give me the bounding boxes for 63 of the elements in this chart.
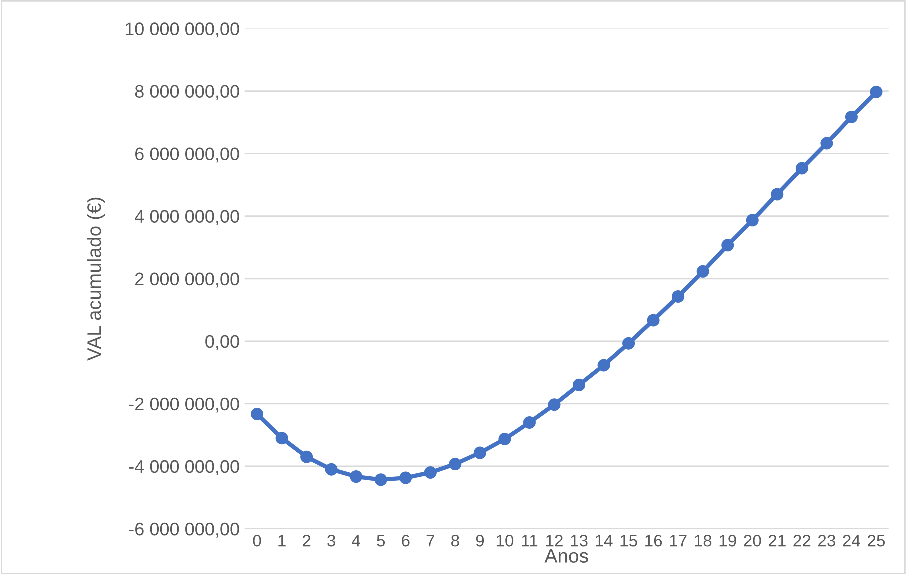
x-tick-label: 2 xyxy=(303,534,311,547)
y-tick-label: 10 000 000,00 xyxy=(126,22,240,38)
point xyxy=(350,470,363,484)
point xyxy=(449,458,462,471)
x-tick-label: 0 xyxy=(253,534,262,547)
x-tick-label: 21 xyxy=(768,534,786,547)
point xyxy=(424,466,437,479)
point xyxy=(672,290,685,303)
point xyxy=(771,188,784,201)
y-tick-label: -4 000 000,00 xyxy=(129,460,240,476)
point xyxy=(325,463,338,476)
point xyxy=(796,162,808,175)
point xyxy=(746,214,759,227)
x-tick-label: 5 xyxy=(377,535,386,547)
y-axis-title: VAL acumulado (€) xyxy=(87,198,106,361)
x-tick-label: 9 xyxy=(476,534,484,547)
y-tick-label: 6 000 000,00 xyxy=(136,148,240,163)
x-tick-label: 11 xyxy=(522,535,538,547)
point xyxy=(474,446,486,460)
point xyxy=(622,337,636,350)
x-tick-label: 13 xyxy=(571,534,588,547)
x-axis-title: Anos xyxy=(544,549,588,563)
x-tick-label: 7 xyxy=(426,535,434,547)
x-tick-label: 24 xyxy=(843,534,860,547)
y-tick-label: 4 000 000,00 xyxy=(135,210,240,226)
point xyxy=(374,474,388,486)
x-tick-label: 14 xyxy=(596,535,613,547)
point xyxy=(251,408,264,421)
x-tick-label: 3 xyxy=(328,534,336,547)
point xyxy=(696,265,710,278)
point xyxy=(870,86,883,98)
point xyxy=(498,433,512,446)
point xyxy=(400,472,412,484)
y-tick-label: 8 000 000,00 xyxy=(135,85,240,100)
x-tick-label: 18 xyxy=(695,534,712,547)
x-tick-label: 6 xyxy=(402,534,410,547)
x-tick-label: 25 xyxy=(868,534,886,547)
point xyxy=(647,314,660,327)
point xyxy=(300,450,314,464)
x-tick-label: 8 xyxy=(452,534,460,547)
x-tick-label: 23 xyxy=(818,534,836,547)
x-tick-label: 16 xyxy=(646,534,662,547)
point xyxy=(598,359,610,372)
y-tick-label: 2 000 000,00 xyxy=(136,272,240,288)
point xyxy=(276,432,288,445)
point xyxy=(722,239,734,252)
y-tick-label: 0,00 xyxy=(206,335,240,350)
point xyxy=(573,378,586,392)
x-tick-label: 12 xyxy=(546,534,563,547)
point xyxy=(548,398,561,412)
y-tick-label: -6 000 000,00 xyxy=(129,522,240,538)
y-tick-label: -2 000 000,00 xyxy=(129,398,240,413)
x-tick-label: 17 xyxy=(670,535,687,547)
x-tick-label: 10 xyxy=(496,534,514,547)
x-tick-label: 22 xyxy=(794,534,811,547)
x-tick-label: 4 xyxy=(352,535,360,547)
point xyxy=(523,416,536,429)
point xyxy=(820,137,834,150)
x-tick-label: 15 xyxy=(620,535,638,547)
x-tick-label: 20 xyxy=(744,534,762,547)
x-tick-label: 19 xyxy=(720,534,736,547)
point xyxy=(845,110,858,124)
x-tick-label: 1 xyxy=(278,535,286,547)
